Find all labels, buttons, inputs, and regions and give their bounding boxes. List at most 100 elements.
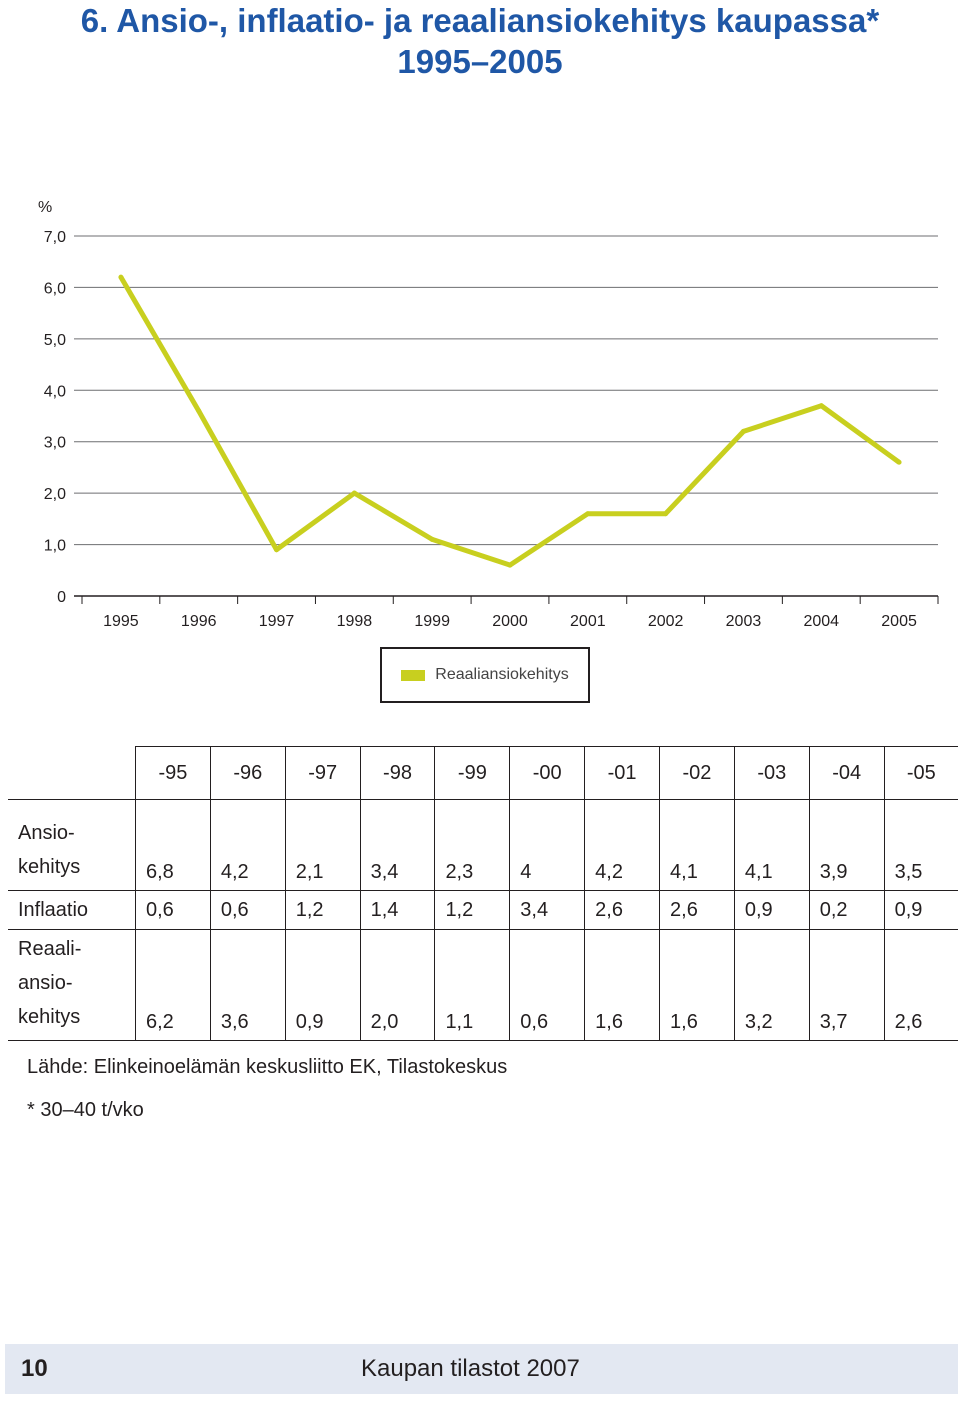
- page-title: 6. Ansio-, inflaatio- ja reaaliansiokehi…: [0, 0, 960, 82]
- row-label-line: Inflaatio: [18, 899, 89, 921]
- y-tick-label: 2,0: [44, 486, 66, 503]
- y-axis-unit: %: [38, 199, 52, 216]
- table-header-cell: -98: [359, 746, 436, 800]
- y-tick-label: 0: [57, 589, 66, 606]
- data-point: [896, 459, 902, 465]
- table-cell: 4,2: [584, 799, 661, 891]
- legend-label: Reaaliansiokehitys: [435, 666, 569, 683]
- row-label-line: Ansio-: [18, 822, 75, 844]
- table-cell: 3,6: [209, 929, 286, 1041]
- table-cell: 6,8: [135, 799, 211, 891]
- table-cell: 6,2: [135, 929, 211, 1041]
- table-cell: 0,6: [209, 890, 286, 930]
- table-cell: 2,6: [584, 890, 661, 930]
- data-point: [663, 511, 669, 517]
- x-tick-label: 2003: [726, 613, 762, 630]
- table-cell: 1,2: [434, 890, 511, 930]
- x-tick-label: 2001: [570, 613, 606, 630]
- table-header-cell: -95: [135, 746, 211, 800]
- x-tick-label: 1999: [414, 613, 450, 630]
- table-cell: 3,4: [509, 890, 586, 930]
- chart-legend: Reaaliansiokehitys: [380, 647, 590, 703]
- table-cell: 1,4: [359, 890, 436, 930]
- line-chart: % 0 1,0 2,0 3,0 4,0 5,0 6,0 7,0 1995 1996 1997 1998 1…: [38, 199, 939, 630]
- table-cell: 1,6: [659, 929, 735, 1041]
- table-cell: 4,2: [209, 799, 286, 891]
- table-cell: 0,6: [509, 929, 586, 1041]
- table-header-cell: -97: [284, 746, 361, 800]
- table-cell: 3,7: [808, 929, 885, 1041]
- y-tick-label: 6,0: [44, 280, 66, 297]
- table-header-cell: -99: [434, 746, 511, 800]
- table-cell: 0,6: [135, 890, 211, 930]
- table-header-row: -95 -96 -97 -98 -99 -00 -01 -02 -03 -04 -05: [8, 746, 958, 800]
- table-header-cell: -01: [584, 746, 661, 800]
- table-header-cell: -03: [733, 746, 810, 800]
- table-cell: 2,6: [883, 929, 958, 1041]
- title-line-2: 1995–2005: [397, 43, 563, 80]
- y-tick-label: 5,0: [44, 332, 66, 349]
- data-point: [274, 547, 280, 553]
- table-cell: 1,6: [584, 929, 661, 1041]
- source-note: Lähde: Elinkeinoelämän keskusliitto EK, …: [27, 1056, 508, 1078]
- y-tick-label: 1,0: [44, 538, 66, 555]
- table-cell: 2,1: [284, 799, 361, 891]
- table-cell: 0,9: [284, 929, 361, 1041]
- table-header-cell: -05: [883, 746, 958, 800]
- table-cell: 1,2: [284, 890, 361, 930]
- row-label-line: kehitys: [18, 1006, 81, 1028]
- table-cell: 4: [509, 799, 586, 891]
- table-header-cell: -02: [659, 746, 735, 800]
- x-tick-label: 2000: [492, 613, 528, 630]
- table-cell: 4,1: [733, 799, 810, 891]
- data-point: [818, 403, 824, 409]
- table-header-cell: -04: [808, 746, 885, 800]
- table-cell: 4,1: [659, 799, 735, 891]
- y-tick-label: 7,0: [44, 229, 66, 246]
- table-cell: 0,2: [808, 890, 885, 930]
- page-number: 10: [21, 1355, 48, 1382]
- table-cell: 0,9: [733, 890, 810, 930]
- data-table: -95 -96 -97 -98 -99 -00 -01 -02 -03 -04 -05 Ansio-k…: [8, 746, 958, 1041]
- x-tick-label: 1998: [337, 613, 373, 630]
- series-line: [118, 275, 901, 568]
- data-point: [585, 511, 591, 517]
- table-cell: 3,5: [883, 799, 958, 891]
- y-tick-label: 4,0: [44, 383, 66, 400]
- table-cell: 1,1: [434, 929, 511, 1041]
- row-label-line: Reaali-: [18, 938, 82, 960]
- data-point: [507, 562, 513, 568]
- row-label-line: ansio-: [18, 972, 73, 994]
- data-point: [196, 408, 202, 414]
- table-cell: 0,9: [883, 890, 958, 930]
- x-tick-label: 2005: [881, 613, 917, 630]
- data-point: [351, 490, 357, 496]
- table-header-cell: -96: [209, 746, 286, 800]
- table-row-label: Reaali-ansio-kehitys: [8, 929, 136, 1041]
- table-row: Inflaatio 0,6 0,6 1,2 1,4 1,2 3,4 2,6 2,6 0,9 0,2 0…: [8, 890, 958, 930]
- table-row-label: Ansio-kehitys: [8, 799, 136, 891]
- table-cell: 2,0: [359, 929, 436, 1041]
- data-point: [740, 428, 746, 434]
- data-point: [429, 536, 435, 542]
- legend-swatch: [401, 669, 426, 681]
- table-cell: 3,2: [733, 929, 810, 1041]
- table-cell: 3,9: [808, 799, 885, 891]
- x-tick-label: 1996: [181, 613, 217, 630]
- data-point: [118, 274, 124, 280]
- title-line-1: 6. Ansio-, inflaatio- ja reaaliansiokehi…: [80, 2, 880, 39]
- table-cell: 3,4: [359, 799, 436, 891]
- table-corner-cell: [8, 746, 136, 800]
- table-row: Ansio-kehitys 6,8 4,2 2,1 3,4 2,3 4 4,2 4,1 4,1 3,…: [8, 799, 958, 891]
- table-cell: 2,3: [434, 799, 511, 891]
- x-tick-label: 1997: [259, 613, 295, 630]
- publication-name: Kaupan tilastot 2007: [361, 1355, 580, 1382]
- table-row-label: Inflaatio: [8, 890, 136, 930]
- x-tick-label: 2004: [803, 613, 839, 630]
- page-footer: 10 Kaupan tilastot 2007: [5, 1344, 958, 1394]
- footnote: * 30–40 t/vko: [27, 1099, 144, 1121]
- table-cell: 2,6: [659, 890, 735, 930]
- x-tick-label: 1995: [103, 613, 139, 630]
- y-tick-label: 3,0: [44, 435, 66, 452]
- table-row: Reaali-ansio-kehitys 6,2 3,6 0,9 2,0 1,1 0,6 1,…: [8, 929, 958, 1041]
